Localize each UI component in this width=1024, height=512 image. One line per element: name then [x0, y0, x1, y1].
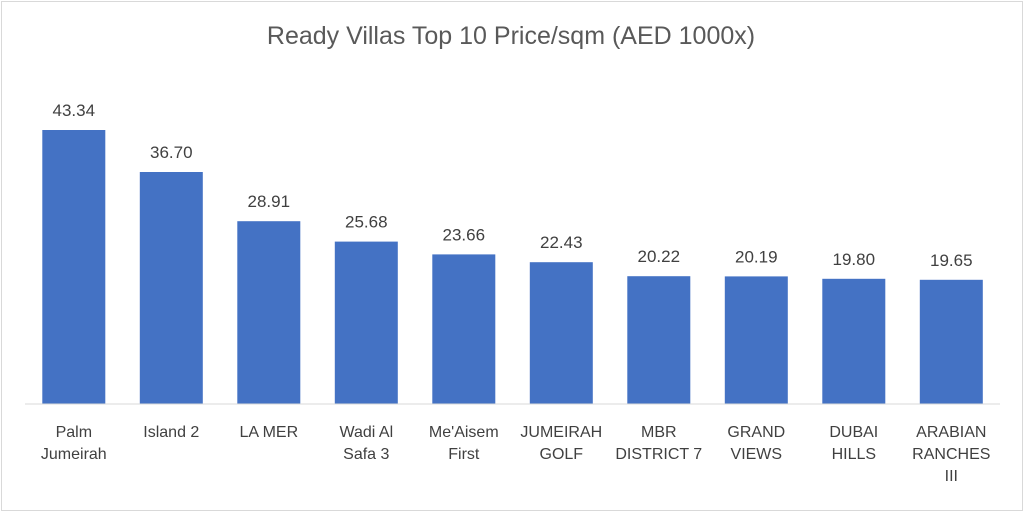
category-label-6: MBR DISTRICT 7 — [615, 424, 702, 463]
bar-8 — [822, 278, 886, 404]
category-label-7-line-0: GRAND — [727, 424, 785, 441]
category-label-9: ARABIAN RANCHES III — [912, 424, 990, 485]
data-label-5: 22.43 — [540, 233, 583, 252]
category-label-6-line-0: MBR — [641, 424, 677, 441]
category-label-4-line-1: First — [448, 446, 480, 463]
category-label-2-line-0: LA MER — [239, 424, 298, 441]
category-label-9-line-0: ARABIAN — [916, 424, 986, 441]
bar-2 — [237, 221, 301, 404]
category-label-5-line-1: GOLF — [540, 446, 584, 463]
category-label-8: DUBAI HILLS — [829, 424, 878, 463]
data-label-4: 23.66 — [443, 225, 486, 244]
category-label-9-line-2: III — [945, 468, 958, 485]
category-label-1: Island 2 — [143, 424, 199, 441]
category-label-4: Me'Aisem First — [429, 424, 499, 463]
bar-7 — [724, 276, 788, 404]
category-label-2: LA MER — [239, 424, 298, 441]
bar-4 — [432, 254, 496, 404]
data-label-1: 36.70 — [150, 143, 193, 162]
bar-9 — [919, 279, 983, 404]
category-label-1-line-0: Island 2 — [143, 424, 199, 441]
data-label-2: 28.91 — [248, 192, 291, 211]
bar-6 — [627, 276, 691, 404]
data-label-8: 19.80 — [833, 250, 876, 269]
bar-1 — [139, 172, 203, 404]
data-label-0: 43.34 — [53, 101, 96, 120]
category-label-4-line-0: Me'Aisem — [429, 424, 499, 441]
data-label-9: 19.65 — [930, 251, 973, 270]
category-label-8-line-1: HILLS — [832, 446, 876, 463]
category-label-8-line-0: DUBAI — [829, 424, 878, 441]
category-label-9-line-1: RANCHES — [912, 446, 990, 463]
category-label-5: JUMEIRAH GOLF — [520, 424, 602, 463]
bar-3 — [334, 241, 398, 404]
category-label-0-line-0: Palm — [56, 424, 92, 441]
bar-0 — [42, 130, 106, 404]
category-label-6-line-1: DISTRICT 7 — [615, 446, 702, 463]
category-label-3-line-0: Wadi Al — [339, 424, 393, 441]
category-label-5-line-0: JUMEIRAH — [520, 424, 602, 441]
data-label-7: 20.19 — [735, 247, 778, 266]
category-label-3-line-1: Safa 3 — [343, 446, 389, 463]
chart-title: Ready Villas Top 10 Price/sqm (AED 1000x… — [266, 22, 756, 50]
category-label-0: Palm Jumeirah — [41, 424, 107, 463]
category-label-3: Wadi Al Safa 3 — [339, 424, 393, 463]
data-label-6: 20.22 — [638, 247, 681, 266]
bar-5 — [529, 262, 593, 404]
category-label-7-line-1: VIEWS — [731, 446, 783, 463]
data-label-3: 25.68 — [345, 213, 388, 232]
category-label-0-line-1: Jumeirah — [41, 446, 107, 463]
category-label-7: GRAND VIEWS — [727, 424, 785, 463]
